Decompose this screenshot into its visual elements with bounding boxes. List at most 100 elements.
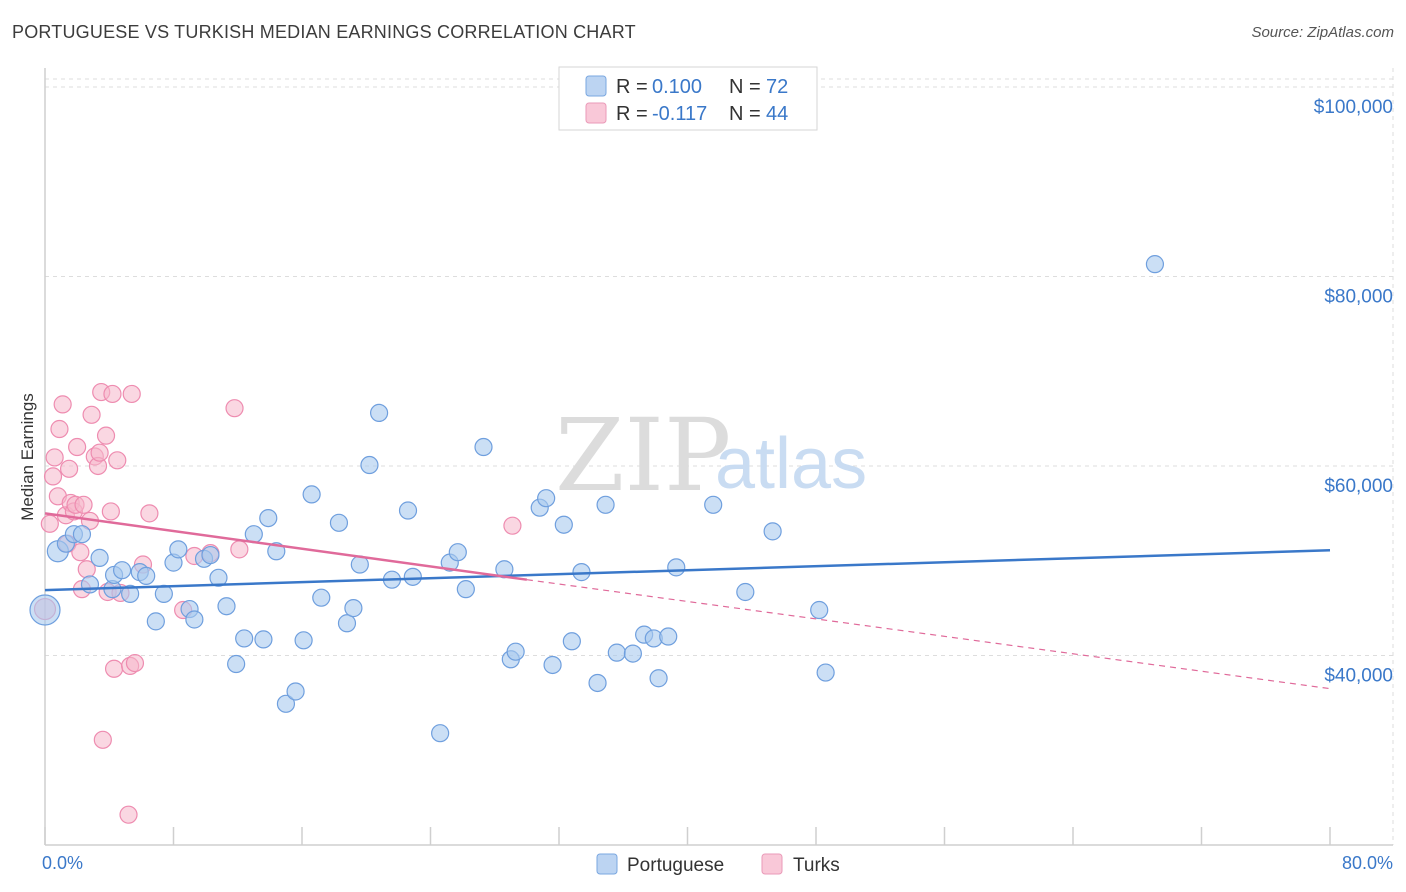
bottom-legend-swatch-turks xyxy=(761,853,783,875)
point-portuguese-58 xyxy=(596,495,615,514)
y-tick-label-0: $40,000 xyxy=(1324,665,1393,686)
legend-swatch-portuguese xyxy=(585,75,607,97)
legend-r-portuguese: 0.100 xyxy=(652,76,702,98)
chart-title: PORTUGUESE VS TURKISH MEDIAN EARNINGS CO… xyxy=(12,22,636,42)
y-tick-labels: $40,000 $60,000 $80,000 $100,000 xyxy=(1314,97,1393,687)
point-turks-19 xyxy=(82,405,101,424)
point-portuguese-32 xyxy=(302,485,321,504)
point-turks-1 xyxy=(40,514,59,533)
point-portuguese-69 xyxy=(810,600,829,620)
point-portuguese-0 xyxy=(29,594,61,626)
point-portuguese-12 xyxy=(137,566,156,585)
point-portuguese-41 xyxy=(398,501,418,520)
point-portuguese-6 xyxy=(90,548,109,567)
point-portuguese-18 xyxy=(185,610,204,629)
series-turks xyxy=(33,382,522,824)
point-turks-22 xyxy=(90,443,109,462)
y-tick-label-3: $100,000 xyxy=(1314,97,1393,118)
bottom-legend-portuguese: Portuguese xyxy=(627,855,724,876)
point-turks-34 xyxy=(122,384,141,404)
point-portuguese-60 xyxy=(623,644,642,663)
point-portuguese-34 xyxy=(329,513,349,532)
watermark-zip: ZIP xyxy=(555,397,731,514)
point-portuguese-50 xyxy=(506,642,525,661)
point-portuguese-4 xyxy=(72,525,92,544)
series-legend: Portuguese Turks xyxy=(596,853,840,876)
point-portuguese-71 xyxy=(1145,255,1165,274)
point-turks-32 xyxy=(119,805,138,824)
y-axis-label: Median Earnings xyxy=(18,393,37,521)
point-portuguese-59 xyxy=(607,643,626,662)
point-turks-14 xyxy=(71,543,90,562)
point-turks-27 xyxy=(101,502,120,521)
point-portuguese-64 xyxy=(659,627,678,646)
axes xyxy=(44,68,1393,846)
point-portuguese-14 xyxy=(154,584,173,603)
point-portuguese-27 xyxy=(259,508,278,528)
trend-line-portuguese xyxy=(44,549,1331,592)
point-turks-29 xyxy=(104,659,124,678)
point-portuguese-35 xyxy=(337,614,357,633)
point-portuguese-42 xyxy=(403,567,422,586)
point-turks-25 xyxy=(96,426,116,445)
series-portuguese xyxy=(29,255,1165,743)
point-portuguese-9 xyxy=(112,561,132,580)
source-credit: Source: ZipAtlas.com xyxy=(1251,24,1394,41)
point-turks-28 xyxy=(103,384,122,404)
point-portuguese-23 xyxy=(227,654,246,674)
legend-r-label-turks: R = xyxy=(616,103,648,125)
point-portuguese-21 xyxy=(209,568,228,587)
trend-lines xyxy=(44,512,1331,690)
point-portuguese-53 xyxy=(543,655,562,675)
point-portuguese-67 xyxy=(736,582,755,602)
point-portuguese-63 xyxy=(649,669,668,688)
point-portuguese-54 xyxy=(554,515,573,534)
point-portuguese-66 xyxy=(704,495,723,514)
legend: R = 0.100 N = 72 R = -0.117 N = 44 xyxy=(558,66,818,131)
point-turks-41 xyxy=(225,399,244,418)
point-portuguese-70 xyxy=(816,663,835,682)
point-portuguese-10 xyxy=(121,584,140,603)
x-tick-labels: 0.0% 80.0% xyxy=(42,853,1393,873)
point-turks-2 xyxy=(43,467,63,486)
point-portuguese-68 xyxy=(763,522,782,541)
point-turks-30 xyxy=(108,451,127,470)
grid-lines xyxy=(45,68,1394,845)
point-portuguese-55 xyxy=(562,632,581,651)
bottom-legend-turks: Turks xyxy=(793,855,840,876)
point-turks-42 xyxy=(230,540,249,559)
point-turks-3 xyxy=(45,448,64,467)
x-tick-label-0: 0.0% xyxy=(42,853,83,873)
watermark-atlas: atlas xyxy=(715,424,867,504)
point-turks-37 xyxy=(140,504,159,523)
legend-swatch-turks xyxy=(585,102,607,124)
point-portuguese-5 xyxy=(80,575,100,594)
y-tick-label-1: $60,000 xyxy=(1324,476,1393,497)
point-portuguese-45 xyxy=(448,543,467,562)
legend-n-portuguese: 72 xyxy=(766,76,788,98)
point-portuguese-43 xyxy=(431,724,450,743)
point-portuguese-52 xyxy=(537,489,556,508)
point-portuguese-20 xyxy=(201,545,220,565)
point-portuguese-22 xyxy=(217,597,236,616)
point-portuguese-36 xyxy=(344,599,363,618)
watermark: ZIP atlas xyxy=(555,397,867,514)
point-portuguese-31 xyxy=(294,631,313,650)
y-tick-label-2: $80,000 xyxy=(1324,286,1393,307)
point-portuguese-30 xyxy=(286,682,305,701)
legend-n-turks: 44 xyxy=(766,103,788,125)
point-portuguese-57 xyxy=(588,673,607,693)
x-tick-label-1: 80.0% xyxy=(1342,853,1393,873)
trend-line-turks xyxy=(44,512,528,581)
point-portuguese-33 xyxy=(312,588,331,607)
legend-r-turks: -0.117 xyxy=(652,103,707,125)
point-portuguese-65 xyxy=(667,558,686,577)
point-turks-9 xyxy=(59,459,79,478)
point-portuguese-38 xyxy=(360,455,379,475)
point-turks-5 xyxy=(50,419,69,439)
trend-line-dashed-turks xyxy=(526,579,1331,690)
point-turks-43 xyxy=(503,516,522,535)
point-portuguese-47 xyxy=(474,437,493,457)
point-turks-35 xyxy=(125,653,145,673)
